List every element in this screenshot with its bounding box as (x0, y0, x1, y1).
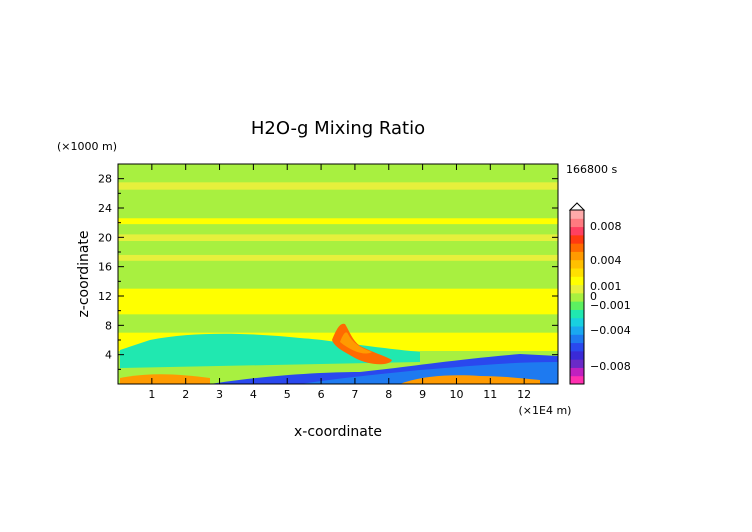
colorbar-segment (570, 243, 584, 252)
x-tick-label: 4 (250, 388, 257, 401)
y-tick-label: 16 (98, 261, 112, 274)
x-tick-label: 7 (351, 388, 358, 401)
colorbar-label: 0.008 (590, 220, 622, 233)
x-tick-label: 9 (419, 388, 426, 401)
moist-plume-core (340, 332, 372, 354)
chart-title: H2O-g Mixing Ratio (251, 118, 425, 139)
colorbar-segment (570, 301, 584, 310)
moist-surface-patch-2 (120, 374, 210, 384)
colorbar-segment (570, 375, 584, 385)
y-tick-label: 20 (98, 231, 112, 244)
x-tick-label: 3 (216, 388, 223, 401)
colorbar-segment (570, 259, 584, 269)
colorbar-label: 0.001 (590, 280, 622, 293)
x-tick-label: 10 (449, 388, 463, 401)
colorbar-label: −0.008 (590, 360, 631, 373)
colorbar-label: 0 (590, 290, 597, 303)
y-tick-label: 8 (105, 319, 112, 332)
colorbar-arrow (568, 202, 586, 211)
field-band-0 (118, 182, 558, 190)
x-axis-label: x-coordinate (294, 424, 382, 440)
y-tick-label: 28 (98, 173, 112, 186)
field-band-3 (118, 254, 558, 261)
colorbar-segment (570, 326, 584, 335)
x-tick-label: 5 (284, 388, 291, 401)
colorbar-segment (570, 359, 584, 368)
colorbar-segment (570, 210, 584, 219)
field-band-4 (118, 288, 558, 315)
x-unit-label: (×1E4 m) (519, 404, 572, 417)
x-tick-label: 8 (385, 388, 392, 401)
colorbar-segment (570, 309, 584, 319)
field-band-1 (118, 218, 558, 225)
colorbar-segment (570, 276, 584, 286)
colorbar-segment (570, 268, 584, 277)
colorbar-segment (570, 317, 584, 327)
x-tick-label: 2 (182, 388, 189, 401)
colorbar-segment (570, 350, 584, 360)
colorbar-segment (570, 284, 584, 294)
colorbar-segment (570, 342, 584, 352)
moist-surface-patch (400, 375, 540, 384)
field-band-2 (118, 234, 558, 241)
colorbar-label: −0.004 (590, 324, 631, 337)
colorbar-segment (570, 218, 584, 228)
colorbar-segment (570, 292, 584, 302)
colorbar-segment (570, 226, 584, 236)
y-tick-label: 4 (105, 349, 112, 362)
y-tick-label: 24 (98, 202, 112, 215)
x-tick-label: 11 (483, 388, 497, 401)
mid-dry-region (120, 333, 420, 368)
colorbar-label: 0.004 (590, 254, 622, 267)
heatmap-field (118, 164, 558, 384)
y-axis-label: z-coordinate (76, 230, 92, 317)
time-label: 166800 s (566, 163, 617, 176)
y-axis: 4 8 12 16 20 24 28 (98, 173, 558, 370)
colorbar-segment (570, 251, 584, 261)
x-tick-label: 1 (148, 388, 155, 401)
x-axis: 1 2 3 4 5 6 7 8 9 10 11 12 (148, 164, 531, 401)
y-tick-label: 12 (98, 290, 112, 303)
colorbar-label: −0.001 (590, 299, 631, 312)
colorbar-segment (570, 367, 584, 377)
y-unit-label: (×1000 m) (57, 140, 117, 153)
x-tick-label: 6 (318, 388, 325, 401)
plot-frame (117, 163, 559, 385)
colorbar-segment (570, 334, 584, 344)
x-tick-label: 12 (517, 388, 531, 401)
colorbar-segment (570, 234, 584, 244)
